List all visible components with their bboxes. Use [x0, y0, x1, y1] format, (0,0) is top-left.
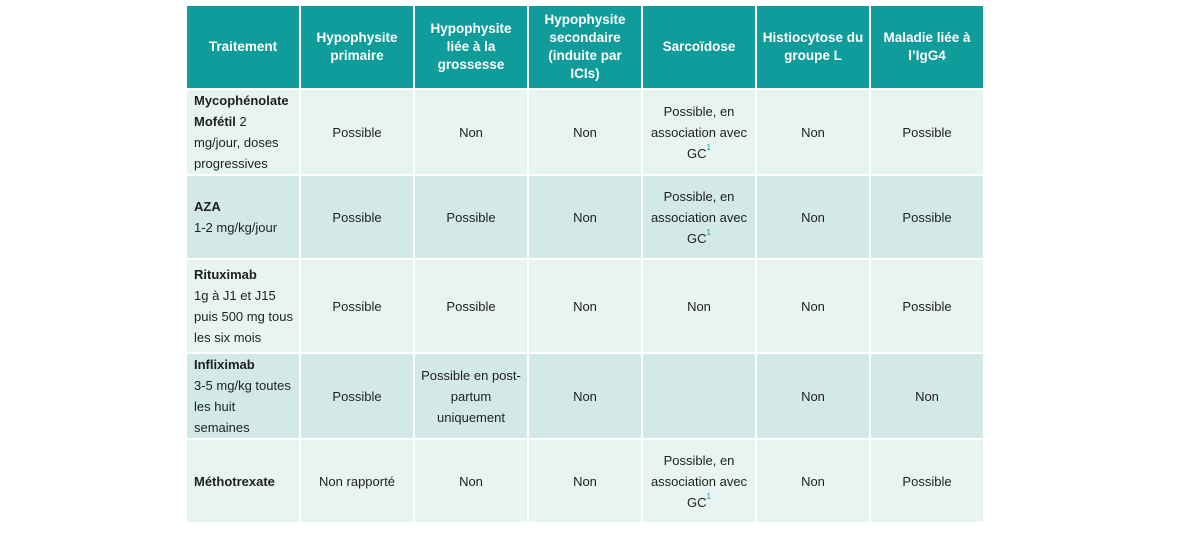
table-row: Méthotrexate Non rapporté Non Non Possib…	[187, 440, 983, 522]
drug-name: Rituximab	[194, 267, 257, 282]
table-cell: Possible	[301, 260, 413, 352]
cell-text: Possible, en association avec GC	[650, 452, 748, 510]
table-cell: Non	[757, 354, 869, 438]
table-cell: Non	[415, 440, 527, 522]
drug-dose: 1-2 mg/kg/jour	[194, 220, 278, 235]
table-row: Infliximab 3-5 mg/kg toutes les huit sema…	[187, 354, 983, 438]
drug-name: AZA	[194, 199, 221, 214]
header-traitement: Traitement	[187, 6, 299, 88]
footnote-marker: 1	[706, 491, 711, 501]
table-cell: Non	[643, 260, 755, 352]
table-cell: Possible	[871, 260, 983, 352]
drug-name: Mycophénolate Mofétil	[194, 93, 289, 129]
table-cell: Possible	[301, 176, 413, 258]
drug-name: Méthotrexate	[194, 473, 275, 489]
table-cell: Non	[757, 176, 869, 258]
table-cell: Possible	[415, 176, 527, 258]
table-cell: Non	[529, 440, 641, 522]
table-cell: Non	[757, 90, 869, 174]
header-histiocytose: Histiocytose du groupe L	[757, 6, 869, 88]
table-row: Mycophénolate Mofétil 2 mg/jour, doses p…	[187, 90, 983, 174]
table-cell: Non	[529, 354, 641, 438]
header-row: Traitement Hypophysite primaire Hypophys…	[187, 6, 983, 88]
treatment-cell: Méthotrexate	[187, 440, 299, 522]
header-hypophysite-primaire: Hypophysite primaire	[301, 6, 413, 88]
table-cell: Non	[529, 176, 641, 258]
treatment-cell: Infliximab 3-5 mg/kg toutes les huit sema…	[187, 354, 299, 438]
header-hypophysite-secondaire: Hypophysite secondaire (induite par ICIs…	[529, 6, 641, 88]
treatment-table: Traitement Hypophysite primaire Hypophys…	[185, 4, 985, 524]
footnote-marker: 1	[706, 227, 711, 237]
cell-text: Possible, en association avec GC	[650, 188, 748, 246]
table-cell: Possible	[871, 90, 983, 174]
table-cell: Possible, en association avec GC1	[643, 176, 755, 258]
table-cell: Possible	[871, 440, 983, 522]
footnote-marker: 1	[706, 142, 711, 152]
table-cell: Possible	[871, 176, 983, 258]
cell-text: Possible, en association avec GC	[650, 103, 748, 161]
treatment-cell: AZA 1-2 mg/kg/jour	[187, 176, 299, 258]
drug-dose: 2 mg/jour, doses progressives	[194, 114, 279, 171]
treatment-cell: Rituximab 1g à J1 et J15 puis 500 mg tous…	[187, 260, 299, 352]
drug-dose: 1g à J1 et J15 puis 500 mg tous les six …	[194, 288, 294, 345]
table-cell: Non	[529, 90, 641, 174]
table-cell: Non	[415, 90, 527, 174]
table-cell: Possible	[301, 90, 413, 174]
table-cell: Non	[757, 260, 869, 352]
table-cell: Possible	[415, 260, 527, 352]
table-cell: Non rapporté	[301, 440, 413, 522]
table-cell: Possible, en association avec GC1	[643, 440, 755, 522]
treatment-cell: Mycophénolate Mofétil 2 mg/jour, doses p…	[187, 90, 299, 174]
header-hypophysite-grossesse: Hypophysite liée à la grossesse	[415, 6, 527, 88]
header-maladie-igg4: Maladie liée à l’IgG4	[871, 6, 983, 88]
drug-dose: 3-5 mg/kg toutes les huit semaines	[194, 378, 291, 435]
table-cell: Non	[757, 440, 869, 522]
table-row: Rituximab 1g à J1 et J15 puis 500 mg tous…	[187, 260, 983, 352]
table-cell: Possible en post-partum uniquement	[415, 354, 527, 438]
table-cell: Non	[529, 260, 641, 352]
header-sarcoidose: Sarcoïdose	[643, 6, 755, 88]
table-row: AZA 1-2 mg/kg/jour Possible Possible Non …	[187, 176, 983, 258]
table-cell: Possible	[301, 354, 413, 438]
table-cell: Possible, en association avec GC1	[643, 90, 755, 174]
drug-name: Infliximab	[194, 357, 255, 372]
table-cell: Non	[871, 354, 983, 438]
table-cell	[643, 354, 755, 438]
